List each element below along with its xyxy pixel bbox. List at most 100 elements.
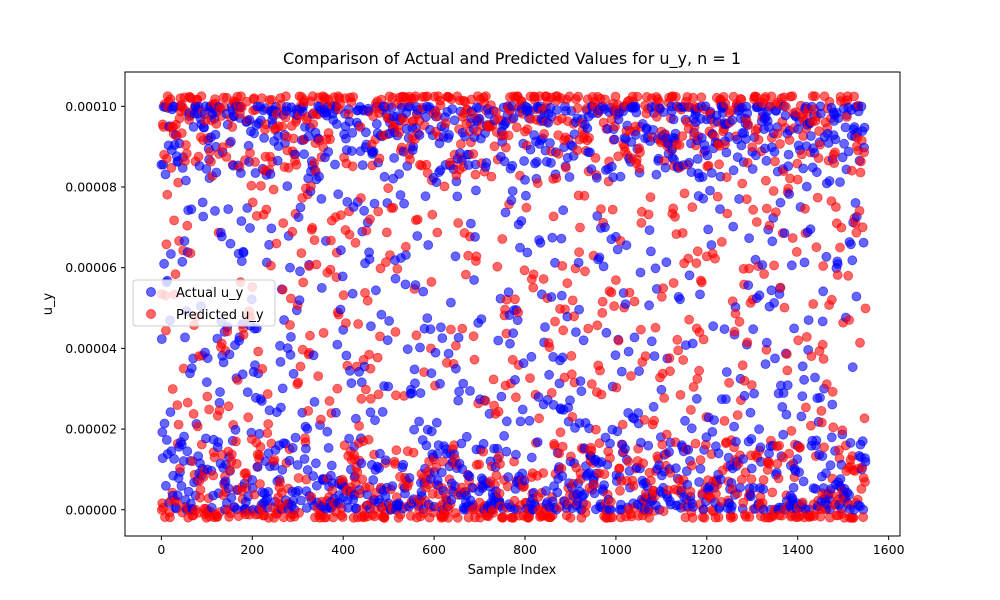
predicted-point xyxy=(176,128,187,139)
actual-point xyxy=(648,401,659,412)
actual-point xyxy=(748,324,759,335)
actual-point xyxy=(767,236,778,247)
predicted-point xyxy=(315,414,326,425)
predicted-point xyxy=(421,159,432,170)
actual-point xyxy=(499,430,510,441)
predicted-point xyxy=(743,119,754,130)
actual-point xyxy=(612,244,623,255)
predicted-point xyxy=(860,476,870,487)
predicted-point xyxy=(645,192,656,203)
actual-point xyxy=(612,426,623,437)
predicted-point xyxy=(816,405,827,416)
predicted-point xyxy=(469,354,480,365)
actual-point xyxy=(383,381,394,392)
predicted-point xyxy=(280,91,291,102)
predicted-point xyxy=(562,278,573,289)
actual-point xyxy=(578,335,589,346)
predicted-point xyxy=(719,415,730,426)
actual-point xyxy=(335,304,346,315)
predicted-point xyxy=(293,473,304,483)
actual-point xyxy=(238,247,249,258)
predicted-point xyxy=(411,330,422,341)
predicted-point xyxy=(635,147,645,158)
actual-point xyxy=(282,181,293,192)
x-tick-label: 1600 xyxy=(873,542,905,557)
predicted-point xyxy=(170,269,181,280)
predicted-point xyxy=(787,91,798,102)
actual-point xyxy=(481,157,492,168)
actual-point xyxy=(546,292,557,302)
actual-point xyxy=(818,286,829,297)
actual-point xyxy=(382,335,393,346)
predicted-point xyxy=(539,128,549,139)
x-tick-label: 1400 xyxy=(782,542,814,557)
predicted-point xyxy=(683,253,694,264)
predicted-point xyxy=(806,420,816,431)
actual-point xyxy=(851,291,862,302)
predicted-point xyxy=(538,468,549,478)
predicted-point xyxy=(751,217,762,227)
actual-point xyxy=(844,490,854,500)
predicted-point xyxy=(661,429,672,440)
actual-point xyxy=(546,157,556,168)
predicted-point xyxy=(338,290,349,301)
predicted-point xyxy=(291,159,302,170)
predicted-point xyxy=(818,354,829,364)
legend-label-actual: Actual u_y xyxy=(176,286,244,301)
actual-point xyxy=(256,396,267,406)
actual-point xyxy=(746,491,756,502)
predicted-point xyxy=(859,413,870,424)
predicted-point xyxy=(534,413,544,424)
actual-point xyxy=(789,323,799,334)
actual-point xyxy=(450,363,461,374)
actual-point xyxy=(252,461,263,472)
predicted-point xyxy=(181,148,192,159)
actual-point xyxy=(755,442,766,453)
predicted-point xyxy=(679,188,690,199)
predicted-point xyxy=(494,488,505,499)
predicted-point xyxy=(696,277,707,288)
actual-point xyxy=(843,146,854,157)
actual-point xyxy=(857,436,868,447)
predicted-point xyxy=(746,474,757,485)
predicted-point xyxy=(353,319,364,329)
actual-point xyxy=(293,485,304,496)
predicted-point xyxy=(800,203,810,214)
predicted-point xyxy=(188,408,199,419)
predicted-point xyxy=(781,101,791,112)
predicted-point xyxy=(223,401,234,412)
actual-point xyxy=(437,333,448,344)
predicted-point xyxy=(589,479,599,490)
predicted-point xyxy=(686,404,696,415)
predicted-point xyxy=(486,171,497,182)
actual-point xyxy=(470,231,480,242)
predicted-point xyxy=(221,151,232,162)
legend: Actual u_y Predicted u_y xyxy=(132,279,276,327)
actual-point xyxy=(858,237,869,248)
actual-point xyxy=(757,260,768,270)
predicted-point xyxy=(489,141,500,152)
actual-point xyxy=(359,205,370,216)
x-tick-label: 1200 xyxy=(691,542,723,557)
actual-point xyxy=(364,254,375,265)
predicted-point xyxy=(390,390,401,401)
actual-point xyxy=(830,134,841,145)
y-tick-label: 0.00004 xyxy=(65,341,117,356)
actual-point xyxy=(535,237,546,248)
actual-point xyxy=(400,279,411,290)
predicted-point xyxy=(773,473,784,484)
predicted-point xyxy=(721,172,732,183)
predicted-point xyxy=(636,217,647,228)
predicted-point xyxy=(318,327,329,338)
x-axis-label: Sample Index xyxy=(468,563,557,578)
actual-point xyxy=(236,216,247,227)
predicted-point xyxy=(860,303,871,314)
predicted-point xyxy=(498,512,509,522)
predicted-point xyxy=(775,282,786,293)
actual-point xyxy=(293,212,304,223)
actual-point xyxy=(330,159,340,170)
x-tick-label: 1000 xyxy=(600,542,632,557)
actual-point xyxy=(746,463,757,474)
predicted-point xyxy=(829,158,839,169)
actual-point xyxy=(414,130,425,141)
